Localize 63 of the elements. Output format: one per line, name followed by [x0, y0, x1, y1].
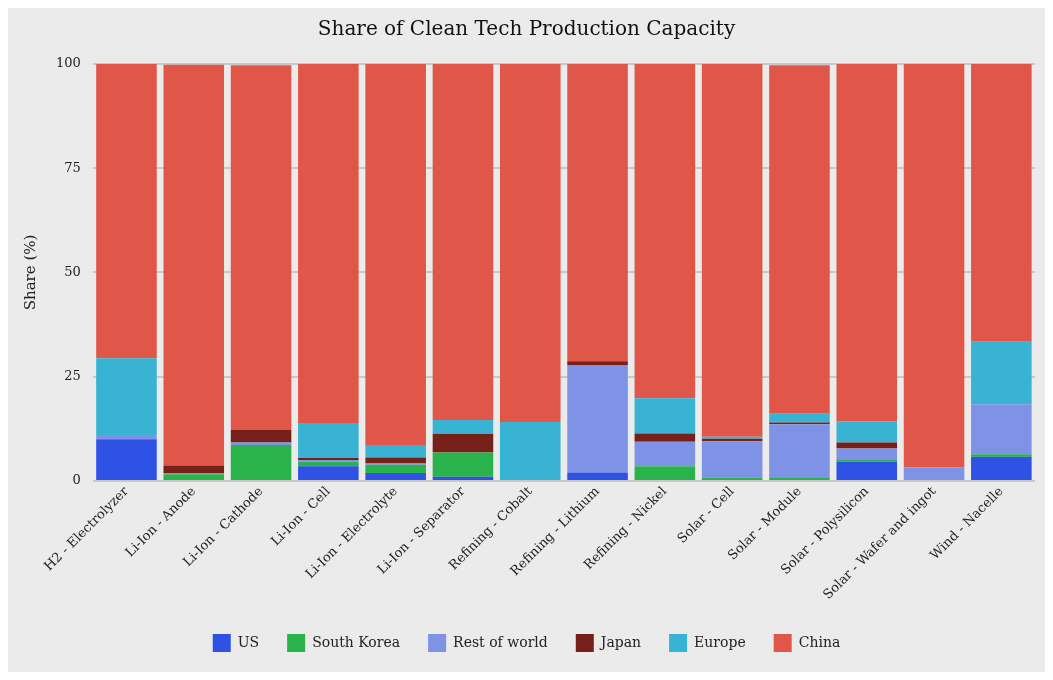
bar: [365, 445, 426, 458]
bar: [365, 64, 426, 446]
bar: [903, 467, 965, 480]
bar: [634, 466, 696, 480]
bar: [432, 452, 494, 477]
bar: [499, 422, 561, 480]
bar: [365, 464, 426, 473]
bar: [365, 472, 426, 480]
bar: [298, 64, 359, 423]
y-tick-label: 25: [64, 368, 81, 384]
y-axis-title: Share (%): [20, 234, 39, 311]
y-tick-label: 100: [55, 55, 81, 71]
bar: [971, 456, 1032, 480]
legend-label: US: [237, 633, 260, 650]
bar: [903, 64, 965, 468]
bar: [634, 398, 696, 434]
legend-label: Rest of world: [453, 633, 548, 650]
bar: [971, 454, 1032, 457]
bar: [836, 459, 898, 462]
bar: [567, 64, 628, 362]
bar: [432, 420, 494, 434]
bar: [836, 448, 898, 460]
bar: [701, 64, 763, 437]
legend-label: China: [798, 633, 841, 650]
bar: [567, 361, 628, 366]
bar: [432, 433, 494, 453]
bar: [163, 465, 225, 473]
bar: [634, 433, 696, 442]
bar: [432, 64, 494, 421]
bar: [96, 439, 157, 480]
bar: [634, 64, 696, 399]
bar: [769, 65, 830, 414]
bar: [769, 413, 830, 423]
bar: [836, 421, 898, 443]
bar: [836, 461, 898, 480]
bar: [701, 441, 763, 478]
bar: [567, 365, 628, 473]
chart-title: Share of Clean Tech Production Capacity: [317, 16, 736, 41]
bar: [971, 64, 1032, 342]
bar: [634, 441, 696, 467]
bar: [96, 435, 157, 440]
bar: [163, 64, 225, 466]
bar: [971, 341, 1032, 405]
y-tick-label: 50: [64, 263, 81, 279]
bar: [96, 64, 157, 359]
bar: [298, 422, 359, 458]
bar: [567, 472, 628, 480]
bar: [432, 476, 494, 480]
bar: [230, 430, 292, 443]
bar: [163, 474, 225, 480]
legend-label: Japan: [598, 633, 642, 650]
bar: [230, 65, 292, 431]
y-tick-label: 0: [72, 472, 81, 488]
bar: [96, 358, 157, 436]
legend-label: South Korea: [312, 633, 401, 650]
bar: [230, 445, 292, 480]
legend-label: Europe: [694, 633, 746, 650]
y-tick-label: 75: [64, 159, 81, 175]
bar: [836, 64, 898, 422]
bar: [499, 64, 561, 423]
bar: [971, 404, 1032, 455]
bar: [769, 424, 830, 478]
bar: [298, 466, 359, 480]
